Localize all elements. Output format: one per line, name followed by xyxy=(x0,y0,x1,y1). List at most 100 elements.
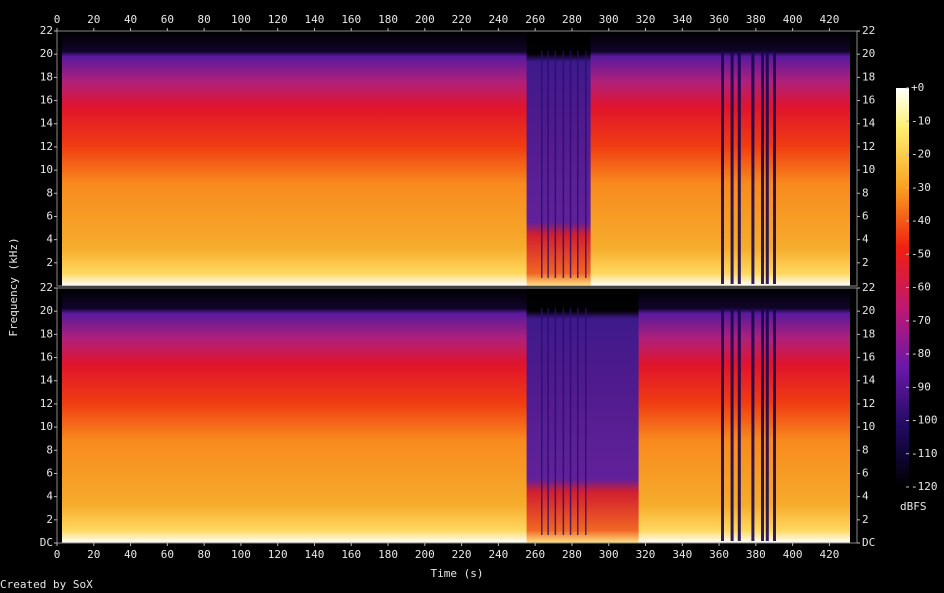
colorbar-tick-label: -110 xyxy=(911,447,938,460)
x-tick-label: 0 xyxy=(54,548,61,561)
x-tick-label: 300 xyxy=(599,548,619,561)
y-tick-label: 10 xyxy=(40,163,53,176)
plot-frame xyxy=(56,30,858,287)
x-tick-label: 200 xyxy=(415,13,435,26)
x-tick-label: 20 xyxy=(87,13,100,26)
dark-stripe xyxy=(721,308,724,541)
y-tick-label-right: 4 xyxy=(862,490,869,503)
x-tick-label: 220 xyxy=(452,548,472,561)
y-tick-label-right: 16 xyxy=(862,94,875,107)
x-tick-label: 400 xyxy=(783,548,803,561)
y-tick-label-right: DC xyxy=(862,536,875,549)
spectrum xyxy=(62,288,850,543)
dark-stripe xyxy=(554,308,557,535)
colorbar-tick-label: +0 xyxy=(911,81,924,94)
dark-stripe xyxy=(751,308,755,541)
colorbar-tick-label: -90 xyxy=(911,380,931,393)
x-tick-label: 320 xyxy=(636,13,656,26)
x-tick-label: 100 xyxy=(231,13,251,26)
dark-stripe xyxy=(751,51,755,284)
y-tick-label: 12 xyxy=(40,140,53,153)
y-tick-label: 4 xyxy=(46,490,53,503)
y-tick-label-right: 18 xyxy=(862,70,875,83)
x-axis-label: Time (s) xyxy=(431,567,484,580)
y-tick-label: 22 xyxy=(40,281,53,294)
x-tick-label: 220 xyxy=(452,13,472,26)
y-tick-label: 18 xyxy=(40,70,53,83)
x-tick-label: 300 xyxy=(599,13,619,26)
dark-stripe xyxy=(585,308,587,535)
x-tick-label: 180 xyxy=(378,548,398,561)
colorbar-label: dBFS xyxy=(900,500,927,513)
y-tick-label: 16 xyxy=(40,94,53,107)
y-tick-label-right: 4 xyxy=(862,233,869,246)
y-tick-label-right: 6 xyxy=(862,466,869,479)
x-tick-label: 420 xyxy=(819,548,839,561)
dark-stripe xyxy=(562,51,565,278)
x-tick-label: 140 xyxy=(305,13,325,26)
y-axis-label: Frequency (kHz) xyxy=(7,237,20,336)
dark-stripe xyxy=(773,51,776,284)
y-tick-label-right: 10 xyxy=(862,420,875,433)
y-tick-label: 18 xyxy=(40,327,53,340)
y-tick-label-right: 22 xyxy=(862,24,875,37)
dark-stripe xyxy=(765,308,769,541)
y-tick-label: 8 xyxy=(46,443,53,456)
x-tick-label: 380 xyxy=(746,548,766,561)
dark-stripe xyxy=(761,308,764,541)
plot-frame xyxy=(56,287,858,544)
x-tick-label: 140 xyxy=(305,548,325,561)
x-tick-label: 200 xyxy=(415,548,435,561)
dark-stripe xyxy=(569,308,572,535)
credit: Created by SoX xyxy=(0,578,93,591)
dark-stripe xyxy=(765,51,769,284)
dark-stripe xyxy=(577,51,579,278)
y-tick-label: 10 xyxy=(40,420,53,433)
dark-stripe xyxy=(569,51,572,278)
y-tick-label: 6 xyxy=(46,466,53,479)
x-tick-label: 240 xyxy=(488,13,508,26)
colorbar-tick-label: -80 xyxy=(911,347,931,360)
y-tick-label-right: 22 xyxy=(862,281,875,294)
colorbar-tick-label: -120 xyxy=(911,480,938,493)
colorbar xyxy=(896,88,909,487)
y-tick-label-right: 14 xyxy=(862,117,876,130)
y-tick-label: 14 xyxy=(40,117,54,130)
dark-stripe xyxy=(737,308,741,541)
dark-stripe xyxy=(554,51,557,278)
x-tick-label: 240 xyxy=(488,548,508,561)
dark-stripe xyxy=(730,51,734,284)
dark-stripe xyxy=(730,308,734,541)
colorbar-tick-label: -50 xyxy=(911,247,931,260)
colorbar-tick-label: -100 xyxy=(911,414,938,427)
colorbar-tick-label: -60 xyxy=(911,281,931,294)
x-tick-label: 420 xyxy=(819,13,839,26)
y-tick-label: 16 xyxy=(40,351,53,364)
y-tick-label: 12 xyxy=(40,397,53,410)
x-tick-label: 400 xyxy=(783,13,803,26)
colorbar-tick-label: -10 xyxy=(911,114,931,127)
quiet-section xyxy=(526,288,639,543)
y-tick-label-right: 12 xyxy=(862,140,875,153)
dark-stripe xyxy=(562,308,565,535)
y-tick-label-right: 8 xyxy=(862,186,869,199)
y-tick-label-right: 14 xyxy=(862,374,876,387)
dark-stripe xyxy=(737,51,741,284)
x-tick-label: 20 xyxy=(87,548,100,561)
x-tick-label: 280 xyxy=(562,548,582,561)
x-tick-label: 340 xyxy=(672,13,692,26)
colorbar-tick-label: -30 xyxy=(911,181,931,194)
x-tick-label: 280 xyxy=(562,13,582,26)
y-tick-label: 22 xyxy=(40,24,53,37)
x-tick-label: 160 xyxy=(341,548,361,561)
dark-stripe xyxy=(577,308,579,535)
x-tick-label: 260 xyxy=(525,13,545,26)
dark-stripe xyxy=(761,51,764,284)
y-tick-label: 2 xyxy=(46,513,53,526)
y-tick-label: 2 xyxy=(46,256,53,269)
x-tick-label: 360 xyxy=(709,13,729,26)
y-tick-label-right: 8 xyxy=(862,443,869,456)
y-tick-label-right: 10 xyxy=(862,163,875,176)
y-tick-label-right: 2 xyxy=(862,256,869,269)
y-tick-label: 4 xyxy=(46,233,53,246)
